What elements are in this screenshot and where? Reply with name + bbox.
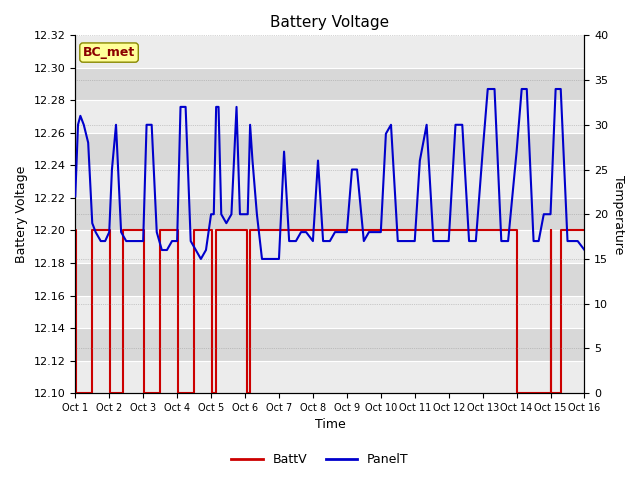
Bar <box>76 166 584 198</box>
Bar <box>76 230 584 263</box>
Y-axis label: Temperature: Temperature <box>612 175 625 254</box>
Y-axis label: Battery Voltage: Battery Voltage <box>15 166 28 263</box>
Bar <box>76 100 584 133</box>
Title: Battery Voltage: Battery Voltage <box>270 15 390 30</box>
Legend: BattV, PanelT: BattV, PanelT <box>227 448 413 471</box>
Text: BC_met: BC_met <box>83 46 135 59</box>
Bar <box>76 360 584 393</box>
Bar <box>76 36 584 68</box>
Bar <box>76 296 584 328</box>
X-axis label: Time: Time <box>314 419 345 432</box>
